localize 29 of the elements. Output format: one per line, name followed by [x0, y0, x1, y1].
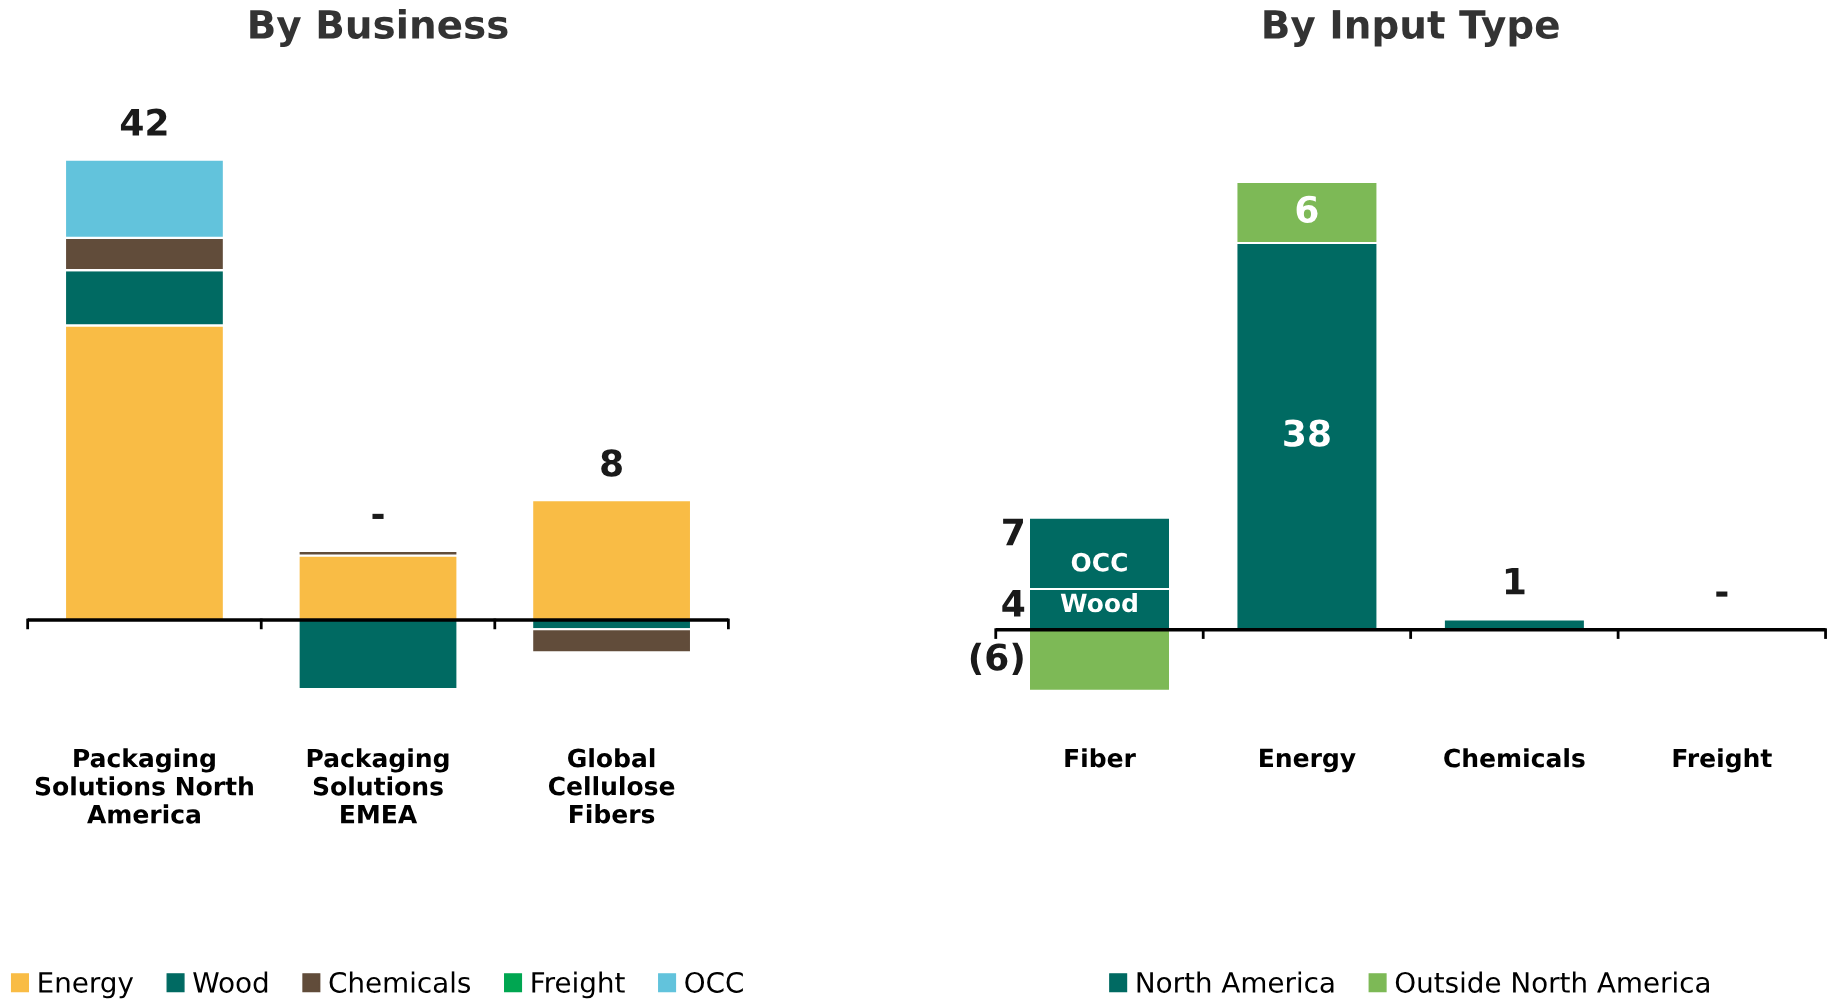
- data-label: 7: [1003, 518, 1023, 546]
- x-tick-label: Fiber: [1065, 748, 1136, 768]
- data-label: 38: [1284, 419, 1330, 447]
- annotation: Wood: [1060, 593, 1137, 613]
- legend-label: Chemicals: [329, 971, 471, 993]
- data-label: 6: [1296, 195, 1318, 223]
- legend-label: Outside North America: [1395, 971, 1709, 993]
- legend-label: Freight: [532, 971, 625, 999]
- annotation: OCC: [1071, 552, 1127, 572]
- annotation: 8: [601, 449, 622, 477]
- x-tick-label: Chemicals: [1444, 748, 1585, 768]
- x-tick-label: Packaging Solutions EMEA: [307, 748, 449, 824]
- legend-label: OCC: [685, 971, 743, 993]
- legend-label: North America: [1137, 971, 1334, 993]
- legend-label: Energy: [39, 972, 134, 999]
- bar: [1027, 628, 1172, 692]
- legend-label: Wood: [193, 971, 268, 993]
- x-tick-label: Energy: [1260, 748, 1356, 773]
- chart-title: By Input Type: [1264, 10, 1559, 47]
- data-label: (6): [970, 642, 1023, 675]
- data-label: -: [1716, 591, 1728, 597]
- chart-title: By Business: [250, 8, 508, 47]
- annotation: -: [372, 513, 384, 519]
- x-tick-label: Freight: [1673, 748, 1772, 773]
- data-label: 4: [1002, 590, 1025, 617]
- x-tick-label: Packaging Solutions North America: [35, 748, 253, 824]
- annotation: 42: [120, 108, 167, 136]
- data-label: 1: [1505, 567, 1525, 595]
- x-tick-label: Global Cellulose Fibers: [548, 748, 675, 824]
